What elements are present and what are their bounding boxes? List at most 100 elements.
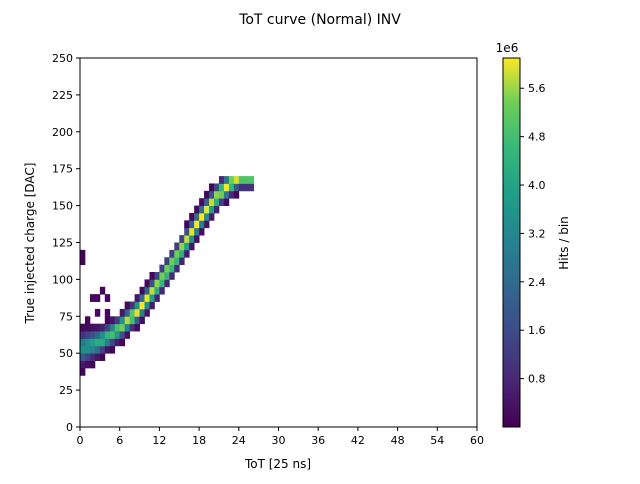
heatmap-cell (99, 286, 106, 295)
heatmap-cell (223, 198, 230, 206)
x-tick-label: 30 (272, 434, 286, 447)
heatmap-cell (124, 331, 131, 339)
colorbar-tick-label: 5.6 (528, 82, 546, 95)
heatmap-cell (204, 190, 210, 199)
plot-frame (79, 57, 478, 428)
heatmap-cell (89, 323, 96, 332)
x-axis-ticks: 0 6 12 18 24 30 36 42 48 54 60 (77, 427, 484, 447)
heatmap-cell (104, 323, 111, 332)
heatmap-cell (80, 353, 86, 361)
heatmap-cell (129, 301, 135, 310)
heatmap-cell (109, 316, 116, 325)
heatmap-cell (139, 308, 145, 317)
heatmap-cell (99, 323, 106, 332)
heatmap-cell (104, 331, 111, 339)
heatmap-cell (94, 323, 101, 332)
heatmap-cell (199, 212, 205, 221)
heatmap-cell (174, 242, 180, 251)
y-tick-label: 50 (59, 347, 73, 360)
heatmap-cell (174, 257, 180, 266)
colorbar-ticks: 0.8 1.6 2.4 3.2 4.0 4.8 5.6 (520, 82, 546, 386)
heatmap-cell (80, 360, 86, 369)
heatmap-cell (94, 353, 101, 361)
heatmap-cell (84, 345, 91, 354)
heatmap-cell (114, 316, 121, 325)
heatmap-cell (154, 286, 160, 295)
heatmap-cell (213, 183, 220, 192)
heatmap-cell (144, 279, 150, 288)
heatmap-cell (80, 338, 86, 347)
heatmap-cell (164, 279, 170, 288)
heatmap-cell (194, 205, 200, 214)
heatmap-cell (199, 220, 205, 229)
heatmap-cell (149, 286, 155, 295)
heatmap-cell (204, 220, 210, 229)
colorbar-tick-label: 2.4 (528, 276, 546, 289)
heatmap-cell (248, 183, 255, 192)
heatmap-cell (89, 331, 96, 339)
heatmap-cell (84, 316, 91, 325)
heatmap-cell (124, 308, 131, 317)
heatmap-cell (218, 176, 225, 184)
heatmap-cell (174, 249, 180, 258)
heatmap-cell (104, 345, 111, 354)
heatmap-cell (109, 338, 116, 347)
heatmap-cell (223, 190, 230, 199)
heatmap-cell (129, 323, 135, 332)
heatmap-cell (204, 212, 210, 221)
heatmap-cell (89, 345, 96, 354)
heatmap-cell (124, 323, 131, 332)
heatmap-cell (139, 301, 145, 310)
heatmap-cell (204, 198, 210, 206)
heatmap-cell (238, 183, 245, 192)
heatmap-cell (94, 345, 101, 354)
heatmap-cell (99, 338, 106, 347)
heatmap-cell (199, 227, 205, 236)
colorbar-tick-label: 3.2 (528, 227, 546, 240)
heatmap-cell (194, 220, 200, 229)
heatmap-cell (164, 257, 170, 266)
heatmap-cell (189, 212, 195, 221)
heatmap-cell (184, 220, 190, 229)
heatmap-cell (84, 338, 91, 347)
heatmap-cell (149, 272, 155, 280)
colorbar-tick-label: 1.6 (528, 324, 546, 337)
heatmap-cell (248, 176, 255, 184)
heatmap-cell (204, 205, 210, 214)
heatmap-cell (99, 353, 106, 361)
heatmap-cell (218, 190, 225, 199)
heatmap-cell (80, 257, 86, 266)
heatmap-cell (99, 345, 106, 354)
colorbar (502, 57, 521, 428)
heatmap-cell (179, 249, 185, 258)
heatmap-cell (144, 294, 150, 302)
heatmap-cell (80, 323, 86, 332)
heatmap-cell (159, 272, 165, 280)
colorbar-label: Hits / bin (557, 216, 571, 270)
heatmap-cell (129, 316, 135, 325)
heatmap-cell (209, 190, 215, 199)
heatmap-cell (89, 353, 96, 361)
heatmap-cell (199, 198, 205, 206)
heatmap-cell (149, 294, 155, 302)
heatmap-cell (184, 249, 190, 258)
heatmap-cell (223, 176, 230, 184)
chart-title: ToT curve (Normal) INV (238, 12, 401, 28)
heatmap-cell (104, 316, 111, 325)
heatmap-cell (179, 242, 185, 251)
heatmap-cell (243, 176, 250, 184)
heatmap-cell (218, 198, 225, 206)
heatmap-cell (89, 294, 96, 302)
heatmap-cell (169, 257, 175, 266)
heatmap-cell (104, 338, 111, 347)
heatmap-cell (174, 264, 180, 273)
heatmap-cell (84, 353, 91, 361)
y-tick-label: 0 (66, 421, 73, 434)
heatmap-cell (89, 338, 96, 347)
heatmap-cell (114, 338, 121, 347)
heatmap-cell (149, 279, 155, 288)
heatmap-cell (164, 264, 170, 273)
heatmap-cell (84, 323, 91, 332)
